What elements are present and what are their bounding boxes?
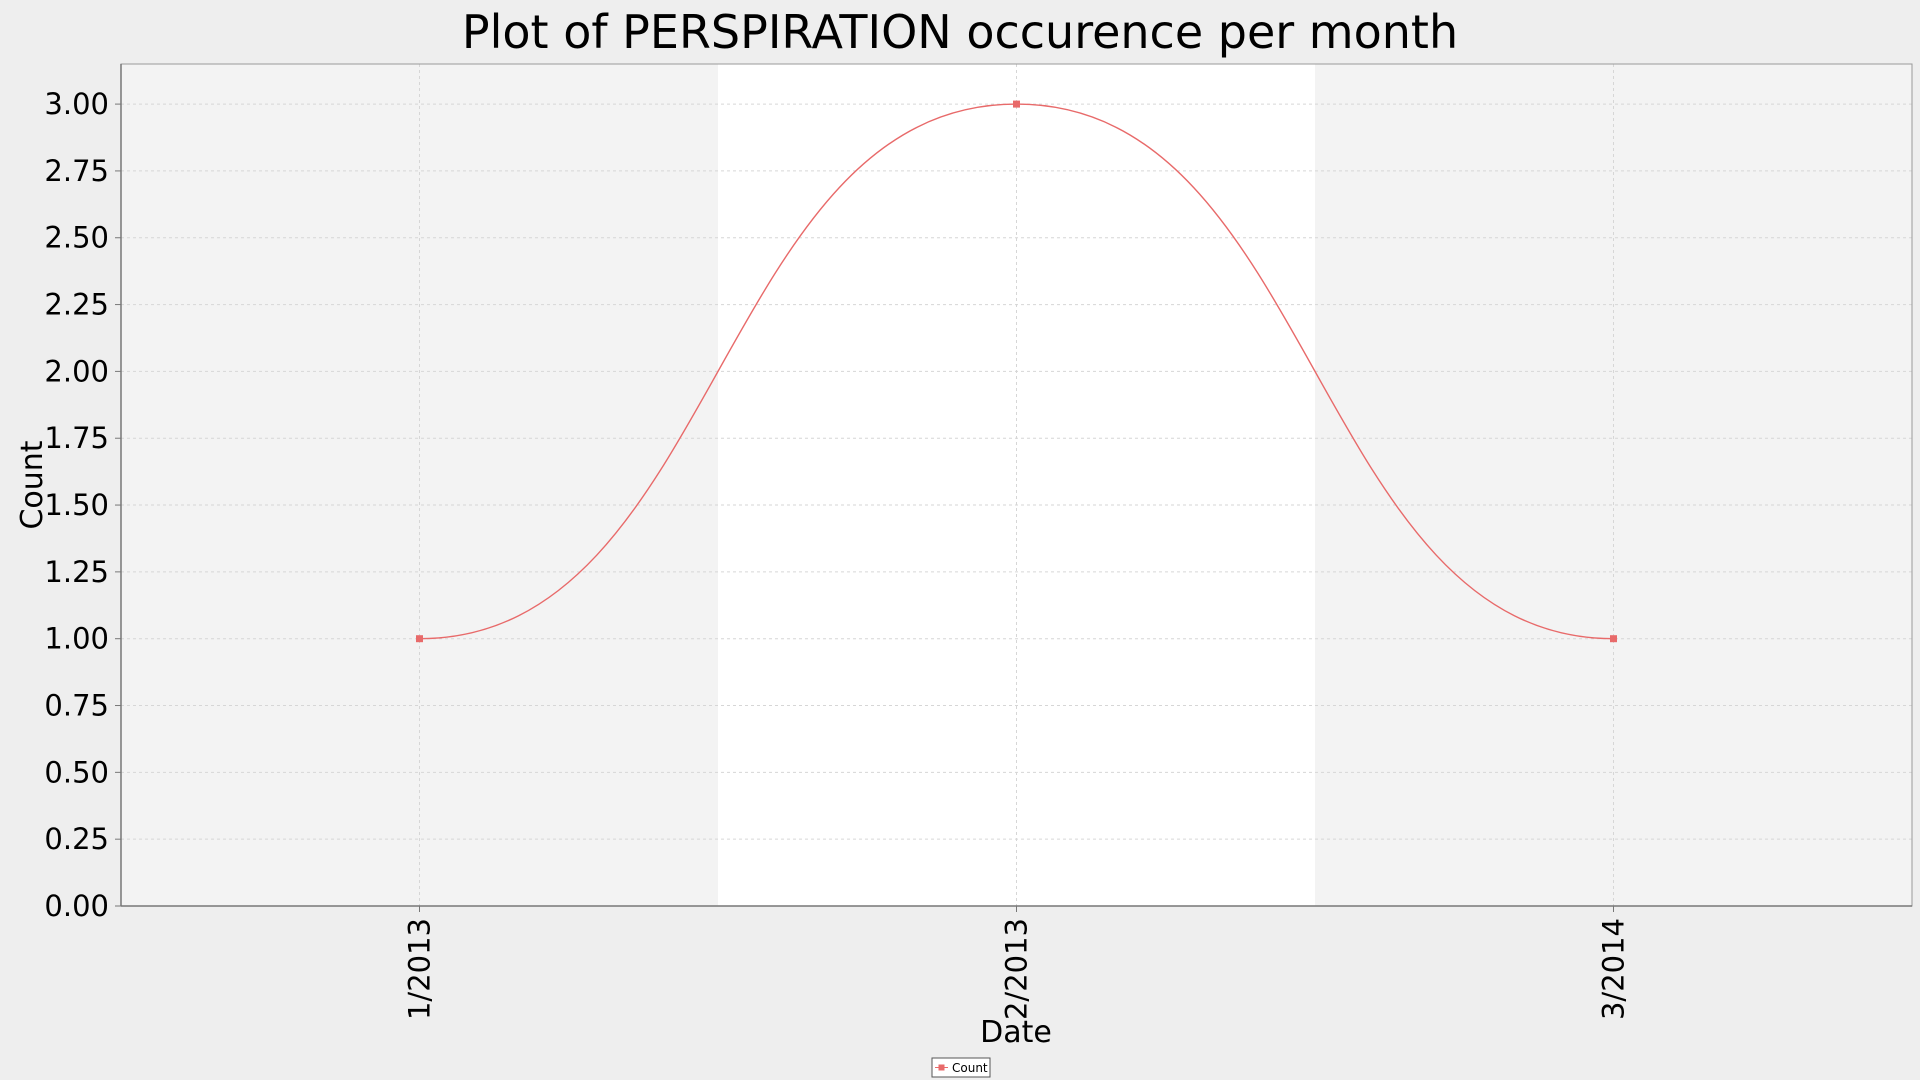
y-tick-label-10: 2.50 [44, 221, 109, 255]
y-tick-label-5: 1.25 [44, 555, 109, 589]
data-point-3 [1610, 635, 1617, 643]
legend-label: Count [952, 1061, 988, 1075]
legend-box [931, 1057, 991, 1078]
series-layer [416, 100, 1617, 643]
x-tick-label-2: 3/2014 [1597, 918, 1631, 1020]
x-tick-label-0: 1/2013 [403, 918, 437, 1020]
y-tick-label-2: 0.50 [44, 755, 109, 789]
tick-labels: 0.00 0.25 0.50 0.75 1.00 1.25 1.50 1.75 2.00 2.25… [44, 87, 1630, 1020]
y-tick-label-11: 2.75 [44, 154, 109, 188]
y-axis-label: Count [15, 440, 50, 529]
y-tick-label-8: 2.00 [44, 354, 109, 388]
x-axis-label: Date [980, 1015, 1052, 1050]
y-tick-label-7: 1.75 [44, 421, 109, 455]
x-tick-label-1: 2/2013 [1000, 918, 1034, 1020]
data-point-1 [416, 635, 423, 643]
y-tick-label-1: 0.25 [44, 822, 109, 856]
y-tick-label-6: 1.50 [44, 488, 109, 522]
y-tick-label-0: 0.00 [44, 889, 109, 923]
data-point-2 [1013, 100, 1020, 108]
legend: Count [931, 1057, 991, 1078]
y-tick-label-9: 2.25 [44, 288, 109, 322]
legend-square-marker [938, 1064, 945, 1071]
y-tick-label-3: 0.75 [44, 689, 109, 723]
y-tick-label-4: 1.00 [44, 622, 109, 656]
chart-title: Plot of PERSPIRATION occurence per month [462, 5, 1458, 59]
y-tick-label-12: 3.00 [44, 87, 109, 121]
